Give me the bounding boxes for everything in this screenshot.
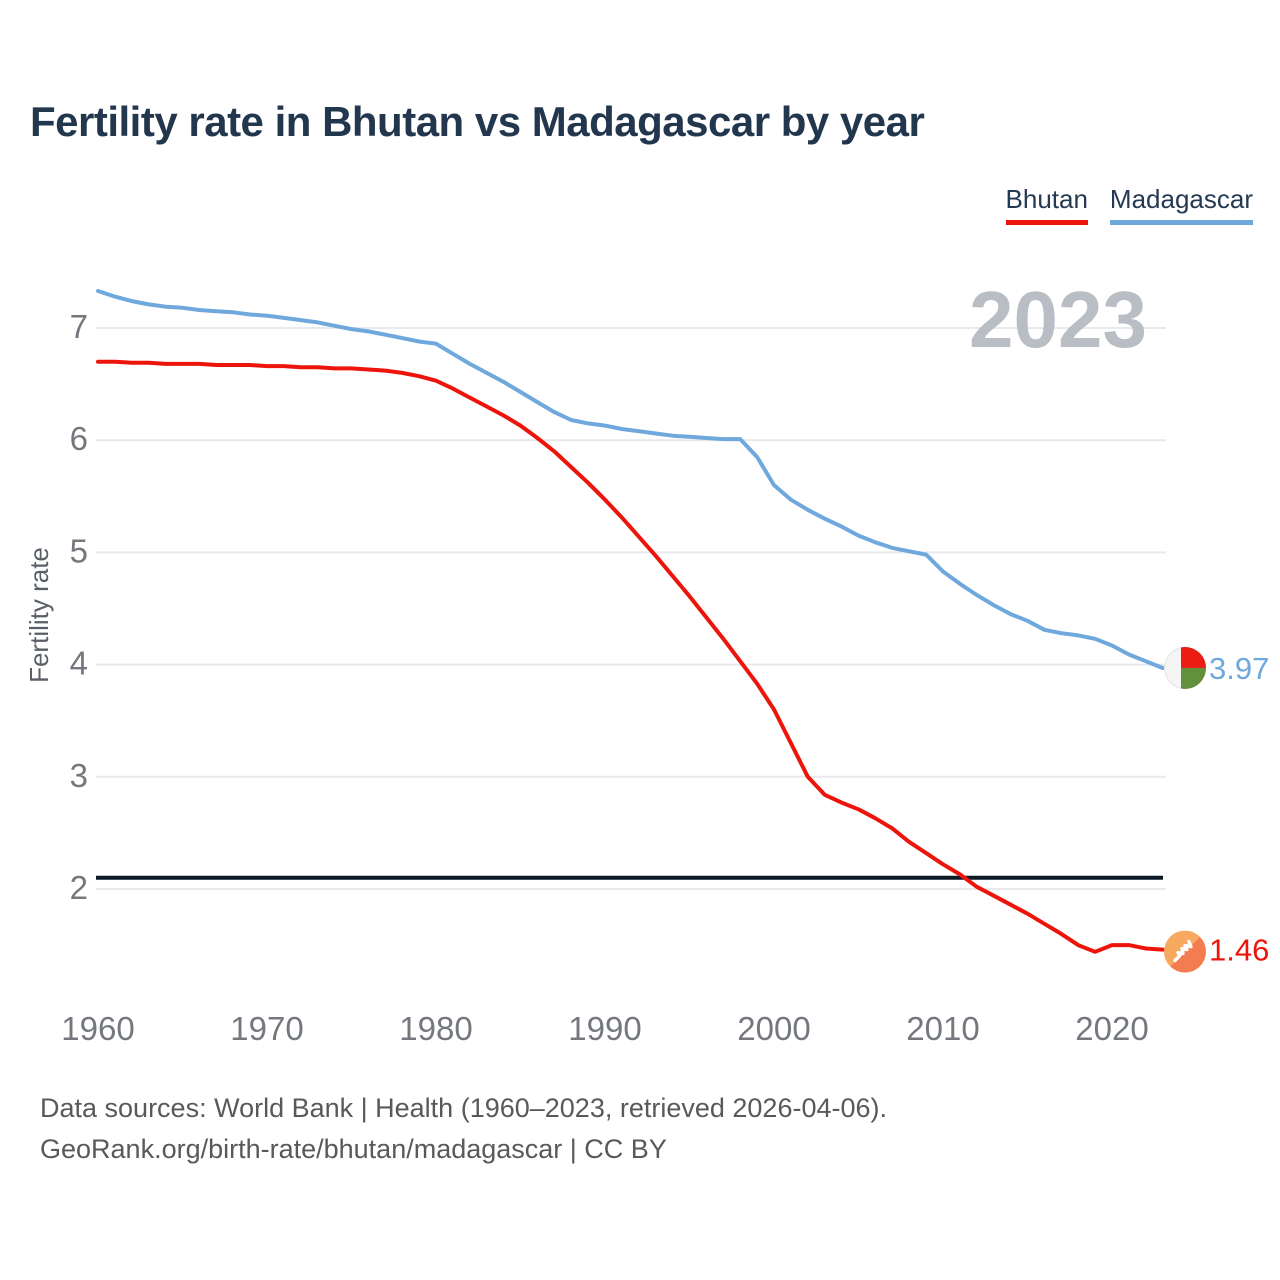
- y-tick-label-4: 4: [70, 645, 88, 682]
- madagascar-end-value-label: 3.97: [1209, 651, 1269, 686]
- x-tick-label-1990: 1990: [568, 1010, 641, 1047]
- x-tick-label-2000: 2000: [737, 1010, 810, 1047]
- legend-label-bhutan: Bhutan: [1005, 184, 1088, 214]
- y-tick-label-3: 3: [70, 757, 88, 794]
- madagascar-line: [96, 289, 1165, 670]
- y-tick-label-5: 5: [70, 532, 88, 569]
- x-tick-label-2020: 2020: [1075, 1010, 1148, 1047]
- legend-item-bhutan[interactable]: Bhutan: [1005, 184, 1088, 225]
- x-tick-label-1960: 1960: [61, 1010, 134, 1047]
- bhutan-end-value-label: 1.46: [1209, 933, 1269, 968]
- legend: Bhutan Madagascar: [1005, 184, 1253, 225]
- bhutan-line: [96, 359, 1165, 954]
- madagascar-flag-icon: [1164, 646, 1206, 689]
- legend-item-madagascar[interactable]: Madagascar: [1109, 184, 1253, 225]
- attribution-line: GeoRank.org/birth-rate/bhutan/madagascar…: [40, 1134, 667, 1164]
- y-tick-label-2: 2: [70, 869, 88, 906]
- y-tick-label-6: 6: [70, 420, 88, 457]
- y-axis-title: Fertility rate: [24, 547, 54, 683]
- page-title: Fertility rate in Bhutan vs Madagascar b…: [30, 98, 925, 145]
- data-sources-line: Data sources: World Bank | Health (1960–…: [40, 1093, 887, 1123]
- legend-label-madagascar: Madagascar: [1109, 184, 1253, 214]
- x-tick-label-1980: 1980: [399, 1010, 472, 1047]
- x-tick-label-1970: 1970: [230, 1010, 303, 1047]
- x-tick-label-2010: 2010: [906, 1010, 979, 1047]
- year-watermark: 2023: [969, 275, 1147, 364]
- footer: Data sources: World Bank | Health (1960–…: [40, 1088, 887, 1170]
- bhutan-flag-icon: [1164, 930, 1206, 973]
- y-tick-label-7: 7: [70, 308, 88, 345]
